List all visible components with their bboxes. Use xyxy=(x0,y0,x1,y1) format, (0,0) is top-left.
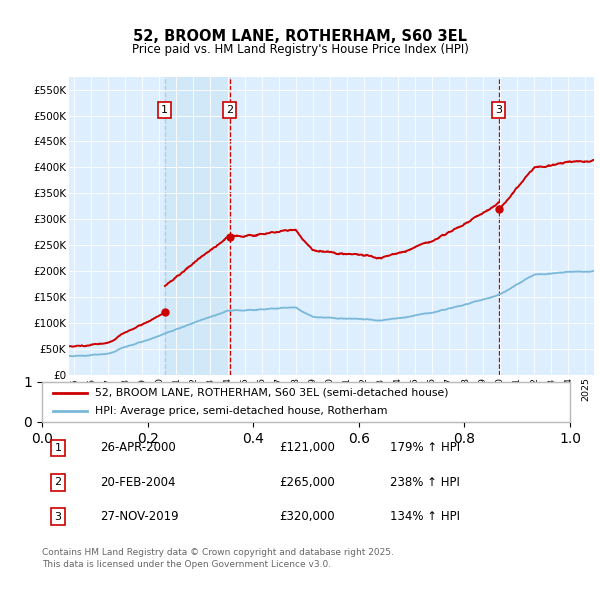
Text: 20-FEB-2004: 20-FEB-2004 xyxy=(100,476,176,489)
Text: £320,000: £320,000 xyxy=(280,510,335,523)
Text: 179% ↑ HPI: 179% ↑ HPI xyxy=(391,441,461,454)
Text: £121,000: £121,000 xyxy=(280,441,335,454)
Text: 3: 3 xyxy=(496,106,502,116)
Text: 3: 3 xyxy=(55,512,61,522)
Text: 1: 1 xyxy=(161,106,168,116)
Text: 52, BROOM LANE, ROTHERHAM, S60 3EL: 52, BROOM LANE, ROTHERHAM, S60 3EL xyxy=(133,29,467,44)
Text: 1: 1 xyxy=(55,443,61,453)
Text: 26-APR-2000: 26-APR-2000 xyxy=(100,441,176,454)
Text: 27-NOV-2019: 27-NOV-2019 xyxy=(100,510,179,523)
Text: 2: 2 xyxy=(54,477,61,487)
Text: Contains HM Land Registry data © Crown copyright and database right 2025.
This d: Contains HM Land Registry data © Crown c… xyxy=(42,548,394,569)
Text: 52, BROOM LANE, ROTHERHAM, S60 3EL (semi-detached house): 52, BROOM LANE, ROTHERHAM, S60 3EL (semi… xyxy=(95,388,448,398)
Text: HPI: Average price, semi-detached house, Rotherham: HPI: Average price, semi-detached house,… xyxy=(95,406,388,416)
Text: Price paid vs. HM Land Registry's House Price Index (HPI): Price paid vs. HM Land Registry's House … xyxy=(131,43,469,56)
Bar xyxy=(165,77,230,375)
Text: 134% ↑ HPI: 134% ↑ HPI xyxy=(391,510,460,523)
Text: 238% ↑ HPI: 238% ↑ HPI xyxy=(391,476,460,489)
Text: 2: 2 xyxy=(226,106,233,116)
Text: £265,000: £265,000 xyxy=(280,476,335,489)
